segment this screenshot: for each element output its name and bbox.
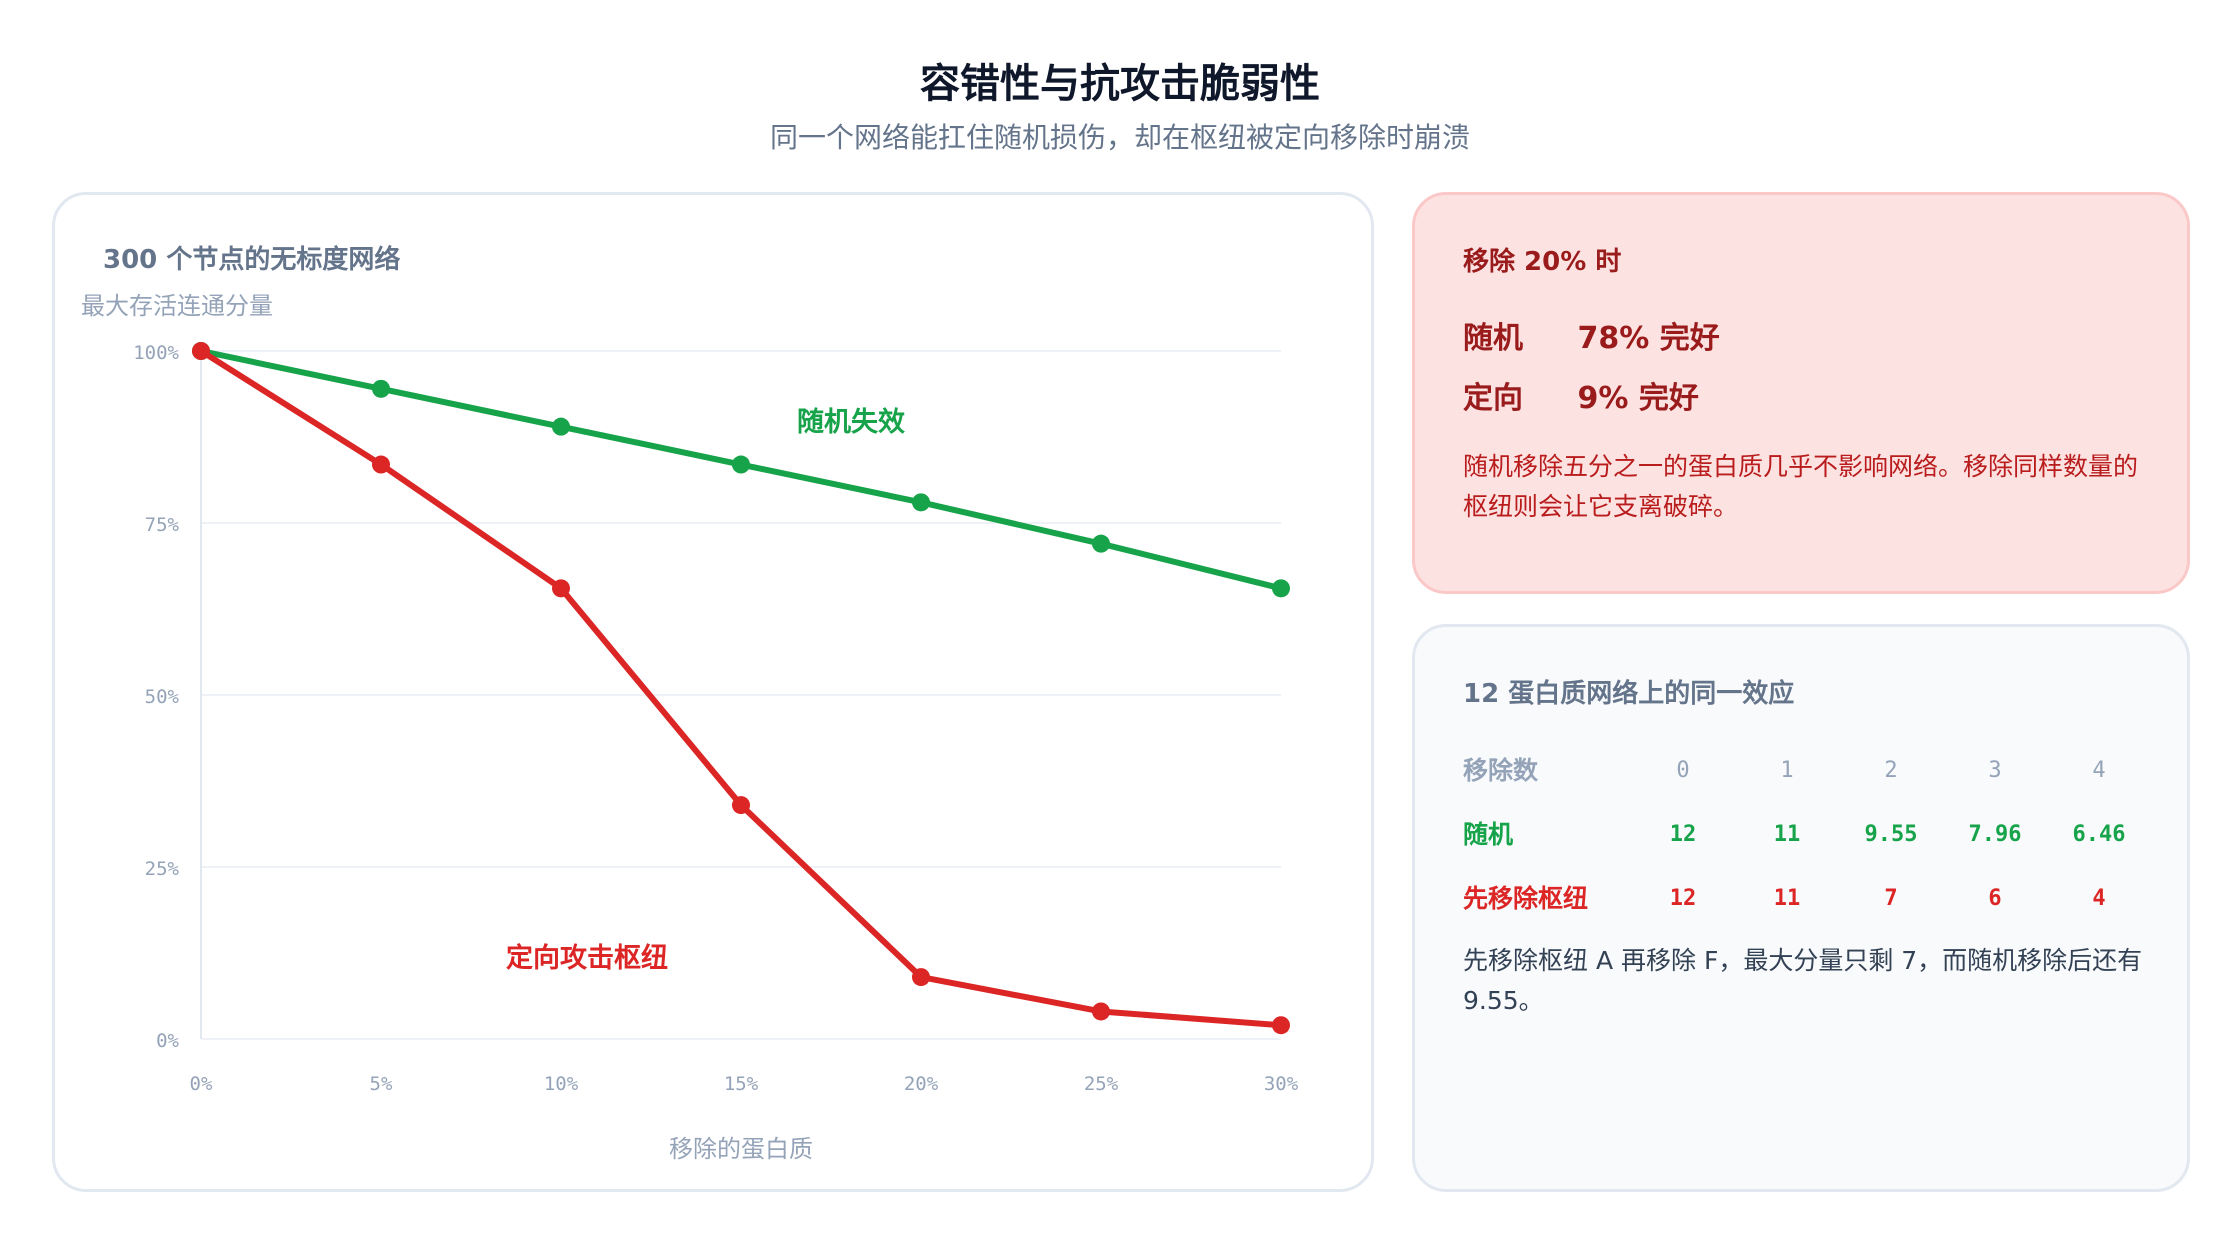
random-stat: 随机 78% 完好 bbox=[1463, 313, 1720, 357]
table-cell: 9.55 bbox=[1864, 822, 1918, 847]
table-cell: 7.96 bbox=[1968, 822, 2022, 847]
table-cell: 11 bbox=[1773, 886, 1801, 911]
data-point bbox=[1092, 534, 1110, 553]
table-row-random: 随机 12 11 9.55 7.96 6.46 bbox=[1463, 815, 2163, 855]
table-cell: 7 bbox=[1884, 886, 1898, 911]
series-label: 定向攻击枢纽 bbox=[506, 942, 668, 974]
series-line bbox=[198, 348, 1284, 1029]
summary-heading: 移除 20% 时 bbox=[1463, 247, 1622, 277]
y-tick-label: 75% bbox=[145, 514, 180, 536]
table-header-cell: 3 bbox=[1988, 758, 2002, 783]
data-point bbox=[372, 455, 390, 474]
table-header-cell: 4 bbox=[2092, 758, 2106, 783]
data-point bbox=[912, 493, 930, 512]
targeted-stat-value: 9% 完好 bbox=[1577, 381, 1699, 416]
y-tick-label: 100% bbox=[133, 342, 179, 364]
table-cell: 12 bbox=[1669, 886, 1697, 911]
table-row-label: 先移除枢纽 bbox=[1463, 884, 1589, 913]
data-point bbox=[552, 417, 570, 436]
x-tick-label: 5% bbox=[370, 1073, 393, 1095]
comparison-card: 12 蛋白质网络上的同一效应 移除数 0 1 2 3 4 随机 12 11 9.… bbox=[1412, 624, 2190, 1192]
x-tick-label: 30% bbox=[1264, 1073, 1299, 1095]
chart-card: 300 个节点的无标度网络 0% 25% 50% 75% 100% 0% 5% 10% 15% 2… bbox=[52, 192, 1374, 1192]
x-tick-label: 10% bbox=[544, 1073, 579, 1095]
data-point bbox=[732, 796, 750, 815]
page-subtitle: 同一个网络能扛住随机损伤，却在枢纽被定向移除时崩溃 bbox=[769, 121, 1470, 154]
data-point bbox=[372, 379, 390, 398]
table-header-row: 移除数 0 1 2 3 4 bbox=[1463, 751, 2163, 791]
y-tick-label: 50% bbox=[145, 686, 180, 708]
table-header-label: 移除数 bbox=[1463, 756, 1539, 785]
data-point bbox=[192, 342, 210, 360]
random-stat-value: 78% 完好 bbox=[1577, 321, 1720, 356]
table-cell: 11 bbox=[1773, 822, 1801, 847]
table-cell: 4 bbox=[2092, 886, 2106, 911]
page-header: 容错性与抗攻击脆弱性 同一个网络能扛住随机损伤，却在枢纽被定向移除时崩溃 bbox=[0, 54, 2240, 158]
table-cell: 6.46 bbox=[2072, 822, 2126, 847]
comparison-heading: 12 蛋白质网络上的同一效应 bbox=[1463, 679, 1795, 709]
x-tick-label: 15% bbox=[724, 1073, 759, 1095]
targeted-stat: 定向 9% 完好 bbox=[1463, 373, 1699, 417]
data-point bbox=[732, 455, 750, 474]
data-point bbox=[1272, 579, 1290, 598]
table-header-cell: 1 bbox=[1780, 758, 1794, 783]
summary-card: 移除 20% 时 随机 78% 完好 定向 9% 完好 随机移除五分之一的蛋白质… bbox=[1412, 192, 2190, 594]
table-header-cell: 0 bbox=[1676, 758, 1690, 783]
targeted-stat-label: 定向 bbox=[1463, 381, 1523, 416]
comparison-note: 先移除枢纽 A 再移除 F，最大分量只剩 7，而随机移除后还有 9.55。 bbox=[1463, 946, 2143, 1015]
data-point bbox=[1272, 1016, 1290, 1035]
table-row-label: 随机 bbox=[1463, 820, 1514, 849]
page-title: 容错性与抗攻击脆弱性 bbox=[920, 61, 1320, 107]
series-label: 随机失效 bbox=[797, 407, 905, 438]
table-row-hub-first: 先移除枢纽 12 11 7 6 4 bbox=[1463, 879, 2163, 919]
table-header-cell: 2 bbox=[1884, 758, 1898, 783]
y-axis-title: 最大存活连通分量 bbox=[81, 292, 273, 320]
data-point bbox=[1092, 1002, 1110, 1021]
line-chart: 0% 25% 50% 75% 100% 0% 5% 10% 15% 20% 25% 30% 最大存活连通… bbox=[81, 292, 1299, 1163]
x-axis-title: 移除的蛋白质 bbox=[669, 1135, 813, 1163]
random-stat-label: 随机 bbox=[1463, 321, 1523, 356]
x-tick-label: 0% bbox=[190, 1073, 213, 1095]
x-tick-label: 25% bbox=[1084, 1073, 1119, 1095]
table-cell: 6 bbox=[1988, 886, 2002, 911]
summary-text: 随机移除五分之一的蛋白质几乎不影响网络。移除同样数量的枢纽则会让它支离破碎。 bbox=[1463, 452, 2139, 521]
y-tick-label: 25% bbox=[145, 858, 180, 880]
data-point bbox=[552, 579, 570, 598]
table-cell: 12 bbox=[1669, 822, 1697, 847]
x-tick-label: 20% bbox=[904, 1073, 939, 1095]
chart-heading: 300 个节点的无标度网络 bbox=[103, 245, 401, 275]
data-point bbox=[912, 968, 930, 987]
y-tick-label: 0% bbox=[156, 1030, 179, 1052]
